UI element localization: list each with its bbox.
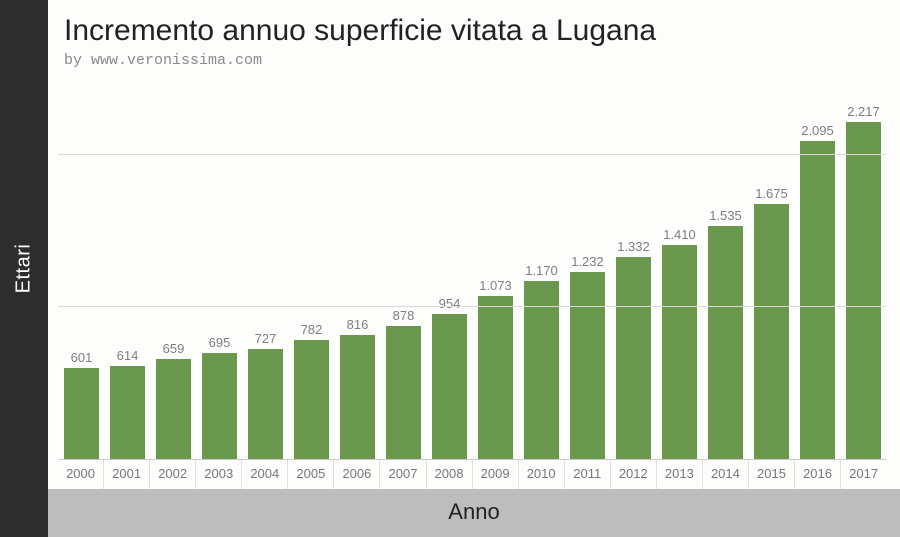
bar-value-label: 954 (439, 296, 461, 311)
bar-rect (386, 326, 421, 459)
bar-rect (156, 359, 191, 459)
x-tick: 2011 (564, 460, 610, 489)
bar-value-label: 1.170 (525, 263, 558, 278)
bar-slot: 878 (380, 79, 426, 459)
bar-slot: 782 (288, 79, 334, 459)
x-tick: 2016 (794, 460, 840, 489)
bar-rect (202, 353, 237, 459)
bar-slot: 1.675 (748, 79, 794, 459)
x-ticks: 2000200120022003200420052006200720082009… (58, 460, 886, 489)
bar-slot: 1.410 (656, 79, 702, 459)
bar-rect (478, 296, 513, 459)
bar-slot: 2.217 (840, 79, 886, 459)
bar-value-label: 2.217 (847, 104, 880, 119)
bar-slot: 1.073 (472, 79, 518, 459)
bar-slot: 659 (150, 79, 196, 459)
bar-slot: 1.170 (518, 79, 564, 459)
x-tick: 2000 (58, 460, 103, 489)
y-axis-strip: Ettari (0, 0, 48, 537)
bar-slot: 1.232 (564, 79, 610, 459)
bar-value-label: 1.535 (709, 208, 742, 223)
plot-area: 601 614 659 695 727 782 816 878 954 1.073 1.170 1.2… (58, 79, 886, 460)
x-axis-label: Anno (48, 489, 900, 537)
bar-slot: 727 (242, 79, 288, 459)
x-tick: 2008 (426, 460, 472, 489)
bar-slot: 614 (104, 79, 150, 459)
x-tick: 2012 (610, 460, 656, 489)
bar-slot: 601 (58, 79, 104, 459)
bar-value-label: 727 (255, 331, 277, 346)
bar-rect (340, 335, 375, 459)
bar-value-label: 659 (163, 341, 185, 356)
bar-rect (800, 141, 835, 459)
chart-frame: Ettari Incremento annuo superficie vitat… (0, 0, 900, 537)
x-tick: 2005 (287, 460, 333, 489)
bar-value-label: 1.232 (571, 254, 604, 269)
bar-value-label: 782 (301, 322, 323, 337)
chart-title: Incremento annuo superficie vitata a Lug… (58, 10, 886, 48)
bar-rect (754, 204, 789, 459)
bar-value-label: 878 (393, 308, 415, 323)
x-tick: 2009 (472, 460, 518, 489)
x-tick: 2003 (195, 460, 241, 489)
bar-value-label: 1.675 (755, 186, 788, 201)
y-axis-label: Ettari (13, 244, 36, 294)
x-tick: 2010 (518, 460, 564, 489)
bar-slot: 695 (196, 79, 242, 459)
x-tick: 2013 (656, 460, 702, 489)
bar-value-label: 816 (347, 317, 369, 332)
bar-rect (64, 368, 99, 459)
bar-rect (432, 314, 467, 459)
bar-value-label: 1.332 (617, 239, 650, 254)
chart-subtitle: by www.veronissima.com (58, 48, 886, 79)
gridline (58, 306, 886, 307)
bar-rect (616, 257, 651, 459)
chart-main: Incremento annuo superficie vitata a Lug… (48, 0, 900, 537)
bar-rect (846, 122, 881, 459)
bar-rect (708, 226, 743, 459)
bar-value-label: 614 (117, 348, 139, 363)
bar-value-label: 695 (209, 335, 231, 350)
bar-slot: 1.332 (610, 79, 656, 459)
bar-slot: 816 (334, 79, 380, 459)
bar-rect (570, 272, 605, 459)
bar-rect (248, 349, 283, 460)
bar-value-label: 1.410 (663, 227, 696, 242)
x-tick: 2006 (333, 460, 379, 489)
bar-rect (294, 340, 329, 459)
bar-slot: 1.535 (702, 79, 748, 459)
bars-container: 601 614 659 695 727 782 816 878 954 1.073 1.170 1.2… (58, 79, 886, 459)
x-tick: 2004 (241, 460, 287, 489)
x-tick: 2017 (840, 460, 886, 489)
x-tick: 2007 (379, 460, 425, 489)
bar-value-label: 1.073 (479, 278, 512, 293)
bar-rect (110, 366, 145, 459)
x-tick: 2002 (149, 460, 195, 489)
bar-rect (524, 281, 559, 459)
bar-value-label: 601 (71, 350, 93, 365)
gridline (58, 154, 886, 155)
bar-value-label: 2.095 (801, 123, 834, 138)
bar-rect (662, 245, 697, 459)
bar-slot: 954 (426, 79, 472, 459)
bar-slot: 2.095 (794, 79, 840, 459)
x-tick: 2015 (748, 460, 794, 489)
x-tick: 2014 (702, 460, 748, 489)
x-tick: 2001 (103, 460, 149, 489)
